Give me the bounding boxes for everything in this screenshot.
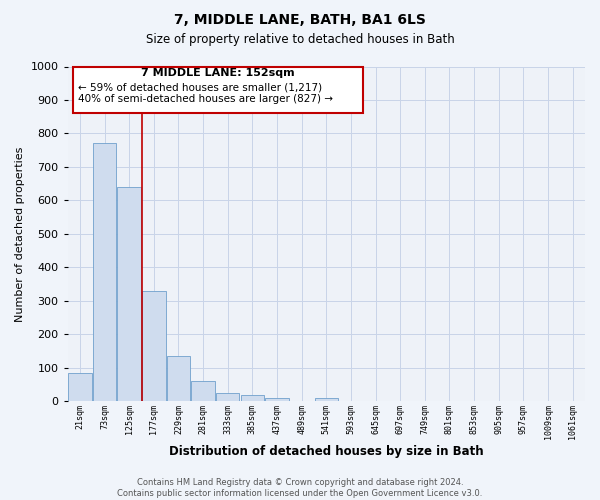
Text: 7 MIDDLE LANE: 152sqm: 7 MIDDLE LANE: 152sqm	[141, 68, 295, 78]
Text: ← 59% of detached houses are smaller (1,217): ← 59% of detached houses are smaller (1,…	[78, 82, 322, 92]
Bar	[93, 144, 116, 401]
Text: Contains HM Land Registry data © Crown copyright and database right 2024.
Contai: Contains HM Land Registry data © Crown c…	[118, 478, 482, 498]
Bar	[314, 398, 338, 401]
Text: Size of property relative to detached houses in Bath: Size of property relative to detached ho…	[146, 32, 454, 46]
X-axis label: Distribution of detached houses by size in Bath: Distribution of detached houses by size …	[169, 444, 484, 458]
Bar	[265, 398, 289, 401]
Bar	[142, 290, 166, 401]
Bar	[118, 187, 141, 401]
Text: 40% of semi-detached houses are larger (827) →: 40% of semi-detached houses are larger (…	[78, 94, 333, 104]
Text: 7, MIDDLE LANE, BATH, BA1 6LS: 7, MIDDLE LANE, BATH, BA1 6LS	[174, 12, 426, 26]
Bar	[191, 381, 215, 401]
Bar	[167, 356, 190, 401]
Bar	[216, 393, 239, 401]
Bar	[241, 395, 264, 401]
Y-axis label: Number of detached properties: Number of detached properties	[15, 146, 25, 322]
Bar	[68, 372, 92, 401]
FancyBboxPatch shape	[73, 66, 362, 114]
